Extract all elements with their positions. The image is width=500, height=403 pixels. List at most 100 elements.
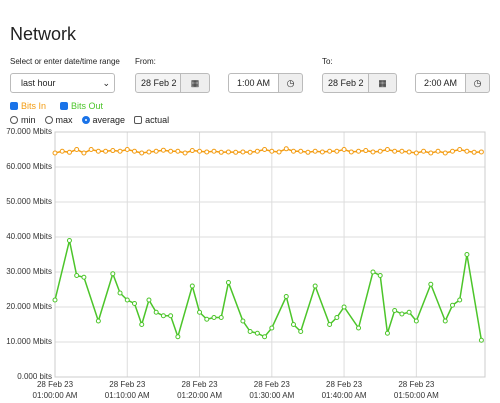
point: [189, 283, 195, 289]
point: [139, 150, 145, 156]
calendar-button[interactable]: ▦: [368, 73, 397, 93]
point: [348, 149, 354, 155]
radio[interactable]: [10, 116, 18, 124]
x-tick-label: 01:10:00 AM: [105, 391, 150, 400]
point: [52, 297, 58, 303]
from-time[interactable]: 1:00 AM: [228, 73, 279, 93]
point: [421, 148, 427, 154]
point: [283, 294, 289, 299]
mode-option[interactable]: actual: [134, 115, 169, 125]
x-tick-label: 28 Feb 23: [326, 380, 363, 389]
plot-border: [54, 131, 486, 378]
series-toggle[interactable]: Bits Out: [60, 101, 103, 111]
point: [406, 149, 412, 155]
radio[interactable]: [81, 116, 90, 124]
legend-label: Bits Out: [71, 101, 104, 111]
point: [363, 148, 369, 154]
point: [269, 325, 275, 331]
point: [66, 238, 72, 243]
x-tick-label: 28 Feb 23: [37, 380, 74, 389]
point: [327, 322, 333, 327]
point: [262, 147, 268, 152]
checkbox[interactable]: [134, 116, 143, 124]
y-tick-label: 20.000 Mbits: [6, 302, 52, 311]
clock-button[interactable]: ◷: [278, 73, 303, 93]
point: [160, 147, 166, 153]
y-tick-label: 50.000 Mbits: [6, 197, 52, 206]
point: [146, 149, 152, 155]
x-tick-label: 01:00:00 AM: [33, 391, 78, 400]
option-label: max: [55, 115, 73, 125]
point: [204, 316, 210, 322]
point: [153, 148, 159, 154]
radio[interactable]: [44, 116, 53, 124]
y-tick-label: 60.000 Mbits: [6, 162, 52, 171]
point: [131, 301, 137, 306]
point: [312, 283, 318, 289]
x-tick-label: 01:20:00 AM: [177, 391, 222, 400]
point: [269, 148, 275, 154]
clock-button[interactable]: ◷: [465, 73, 490, 93]
point: [384, 330, 390, 336]
point: [74, 147, 80, 152]
series-toggle[interactable]: Bits In: [10, 101, 46, 111]
y-tick-label: 0.000 bits: [17, 372, 52, 381]
point: [95, 318, 101, 324]
point: [442, 150, 448, 156]
point: [66, 149, 72, 155]
point: [449, 302, 455, 308]
point: [81, 274, 87, 280]
point: [81, 150, 87, 156]
point: [233, 149, 239, 155]
point: [175, 334, 181, 340]
point: [341, 147, 347, 152]
legend-label: Bits In: [21, 101, 47, 111]
point: [88, 147, 94, 152]
point: [197, 309, 203, 315]
point: [168, 148, 174, 154]
point: [435, 148, 441, 154]
point: [283, 146, 289, 152]
page-title: Network: [10, 24, 77, 44]
point: [276, 149, 282, 155]
mode-option[interactable]: average: [81, 115, 126, 125]
point: [211, 315, 217, 320]
point: [59, 148, 65, 154]
checkbox[interactable]: [10, 102, 18, 110]
point: [247, 329, 253, 334]
mode-option[interactable]: max: [44, 115, 73, 125]
point: [392, 148, 398, 154]
point: [211, 148, 217, 154]
mode-option[interactable]: min: [10, 115, 36, 125]
checkbox[interactable]: [60, 102, 68, 110]
point: [74, 273, 80, 278]
point: [399, 148, 405, 154]
point: [298, 329, 304, 334]
point: [471, 149, 477, 155]
point: [225, 280, 231, 285]
point: [110, 271, 116, 277]
calendar-button[interactable]: ▦: [180, 73, 210, 93]
point: [334, 148, 340, 154]
point: [413, 318, 419, 324]
point: [290, 148, 296, 154]
point: [182, 150, 188, 156]
point: [377, 273, 383, 278]
range-label: Select or enter date/time range: [10, 57, 120, 66]
option-label: min: [21, 115, 36, 125]
point: [457, 147, 463, 152]
point: [189, 148, 195, 154]
point: [356, 148, 362, 154]
x-tick-label: 01:50:00 AM: [394, 391, 439, 400]
point: [334, 315, 340, 320]
option-label: average: [92, 115, 126, 125]
range-select[interactable]: last hour ⌄: [10, 73, 115, 93]
point: [370, 269, 376, 275]
point: [305, 149, 311, 155]
point: [377, 148, 383, 154]
y-tick-label: 70.000 Mbits: [6, 127, 52, 136]
point: [153, 309, 159, 315]
point: [52, 150, 58, 156]
point: [218, 149, 224, 155]
